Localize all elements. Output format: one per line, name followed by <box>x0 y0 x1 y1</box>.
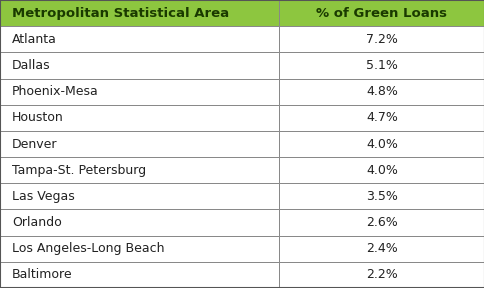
Text: Atlanta: Atlanta <box>12 33 57 46</box>
Bar <box>278 26 484 52</box>
Bar <box>0 26 278 52</box>
Bar <box>278 157 484 183</box>
Bar <box>0 236 278 262</box>
Bar <box>278 236 484 262</box>
Bar <box>0 157 278 183</box>
Bar <box>278 209 484 236</box>
Bar <box>278 262 484 288</box>
Text: 2.6%: 2.6% <box>365 216 397 229</box>
Bar <box>0 209 278 236</box>
Bar <box>0 262 278 288</box>
Text: % of Green Loans: % of Green Loans <box>316 7 447 20</box>
Text: 4.8%: 4.8% <box>365 85 397 98</box>
Bar <box>278 79 484 105</box>
Bar <box>0 131 278 157</box>
Text: Baltimore: Baltimore <box>12 268 73 281</box>
Bar <box>278 0 484 26</box>
Bar <box>0 183 278 209</box>
Text: 2.4%: 2.4% <box>365 242 397 255</box>
Text: 4.7%: 4.7% <box>365 111 397 124</box>
Text: Dallas: Dallas <box>12 59 51 72</box>
Text: 7.2%: 7.2% <box>365 33 397 46</box>
Text: 2.2%: 2.2% <box>365 268 397 281</box>
Bar <box>278 183 484 209</box>
Text: Los Angeles-Long Beach: Los Angeles-Long Beach <box>12 242 164 255</box>
Text: Denver: Denver <box>12 137 58 151</box>
Bar <box>278 52 484 79</box>
Text: Metropolitan Statistical Area: Metropolitan Statistical Area <box>12 7 229 20</box>
Text: Tampa-St. Petersburg: Tampa-St. Petersburg <box>12 164 146 177</box>
Text: Orlando: Orlando <box>12 216 62 229</box>
Bar <box>0 0 278 26</box>
Text: 4.0%: 4.0% <box>365 137 397 151</box>
Text: 4.0%: 4.0% <box>365 164 397 177</box>
Bar <box>0 79 278 105</box>
Bar <box>0 105 278 131</box>
Bar <box>278 131 484 157</box>
Text: Phoenix-Mesa: Phoenix-Mesa <box>12 85 99 98</box>
Bar <box>0 52 278 79</box>
Bar <box>278 105 484 131</box>
Text: Las Vegas: Las Vegas <box>12 190 75 203</box>
Text: 5.1%: 5.1% <box>365 59 397 72</box>
Text: 3.5%: 3.5% <box>365 190 397 203</box>
Text: Houston: Houston <box>12 111 64 124</box>
